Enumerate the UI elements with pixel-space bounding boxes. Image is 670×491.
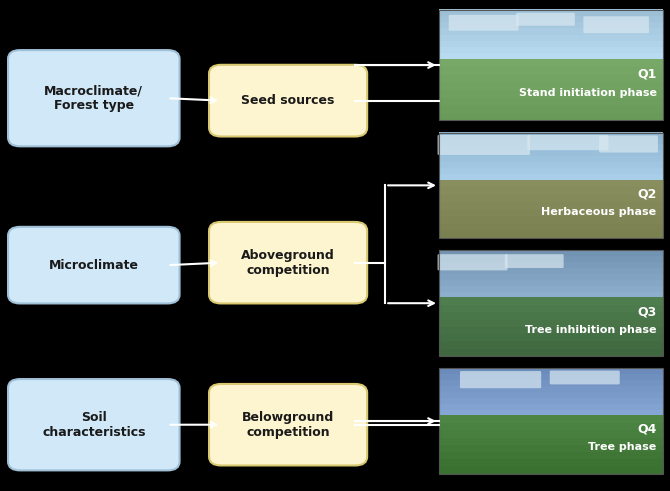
Bar (439, 385, 663, 392)
FancyBboxPatch shape (527, 135, 608, 150)
Bar (439, 74, 663, 82)
Bar (439, 466, 663, 474)
Text: Q4: Q4 (637, 423, 657, 436)
Text: Macroclimate/
Forest type: Macroclimate/ Forest type (44, 84, 143, 112)
Bar (439, 298, 663, 305)
Bar (439, 59, 663, 67)
Bar (439, 334, 663, 341)
Bar (439, 256, 663, 262)
Text: Soil
characteristics: Soil characteristics (42, 410, 145, 439)
Bar (439, 156, 663, 162)
Bar (439, 452, 663, 459)
Bar (439, 397, 663, 404)
Bar (439, 67, 663, 75)
Bar (439, 28, 663, 35)
Bar (439, 423, 663, 430)
FancyBboxPatch shape (460, 371, 541, 388)
Bar (439, 10, 663, 120)
Bar (439, 444, 663, 452)
Bar (439, 216, 663, 223)
FancyBboxPatch shape (209, 384, 367, 465)
Bar (439, 262, 663, 268)
Bar (439, 138, 663, 144)
Text: Herbaceous phase: Herbaceous phase (541, 207, 657, 217)
Bar (439, 209, 663, 217)
Bar (439, 312, 663, 320)
Bar (439, 391, 663, 398)
FancyBboxPatch shape (438, 135, 530, 155)
Text: Seed sources: Seed sources (241, 94, 335, 107)
FancyBboxPatch shape (516, 13, 575, 26)
Bar (439, 150, 663, 156)
Bar (439, 279, 663, 286)
FancyBboxPatch shape (209, 65, 367, 136)
Bar (439, 409, 663, 416)
Bar (439, 292, 663, 298)
Bar (439, 105, 663, 113)
Bar (439, 89, 663, 98)
Bar (439, 368, 663, 374)
Text: Microclimate: Microclimate (49, 259, 139, 272)
Bar (439, 415, 663, 423)
Text: Stand initiation phase: Stand initiation phase (519, 88, 657, 98)
FancyBboxPatch shape (438, 254, 508, 271)
FancyBboxPatch shape (449, 15, 519, 31)
Bar (439, 53, 663, 59)
Bar (439, 34, 663, 41)
Bar (439, 97, 663, 105)
Bar (439, 268, 663, 274)
Text: Aboveground
competition: Aboveground competition (241, 248, 335, 277)
Text: Q2: Q2 (637, 187, 657, 200)
Text: Belowground
competition: Belowground competition (242, 410, 334, 439)
Bar (439, 250, 663, 256)
Bar (439, 174, 663, 180)
Bar (439, 162, 663, 168)
Bar (439, 273, 663, 280)
Bar (439, 144, 663, 150)
FancyBboxPatch shape (8, 379, 180, 470)
Bar (439, 223, 663, 231)
Bar (439, 9, 663, 16)
FancyBboxPatch shape (599, 136, 658, 153)
FancyBboxPatch shape (505, 254, 563, 268)
FancyBboxPatch shape (8, 227, 180, 303)
Bar (439, 286, 663, 292)
Text: Tree phase: Tree phase (588, 442, 657, 452)
Bar (439, 132, 663, 138)
Bar (439, 194, 663, 202)
Bar (439, 305, 663, 312)
Bar (439, 368, 663, 474)
Bar (439, 341, 663, 349)
Bar (439, 168, 663, 174)
Bar (439, 327, 663, 334)
Bar (439, 180, 663, 188)
Text: Tree inhibition phase: Tree inhibition phase (525, 325, 657, 334)
Bar (439, 82, 663, 90)
Bar (439, 47, 663, 54)
Bar (439, 348, 663, 356)
Bar (439, 230, 663, 238)
Bar (439, 437, 663, 445)
Bar (439, 201, 663, 209)
Text: Q1: Q1 (637, 67, 657, 81)
Bar (439, 187, 663, 194)
Bar (439, 459, 663, 466)
Bar (439, 133, 663, 238)
FancyBboxPatch shape (209, 222, 367, 303)
Bar (439, 374, 663, 380)
Bar (439, 430, 663, 437)
Bar (439, 250, 663, 356)
Bar (439, 319, 663, 327)
Bar (439, 404, 663, 410)
FancyBboxPatch shape (584, 16, 649, 33)
FancyBboxPatch shape (8, 50, 180, 146)
Bar (439, 40, 663, 47)
Text: Q3: Q3 (637, 305, 657, 318)
Bar (439, 16, 663, 22)
Bar (439, 22, 663, 28)
Bar (439, 112, 663, 120)
Bar (439, 380, 663, 386)
FancyBboxPatch shape (549, 371, 620, 384)
